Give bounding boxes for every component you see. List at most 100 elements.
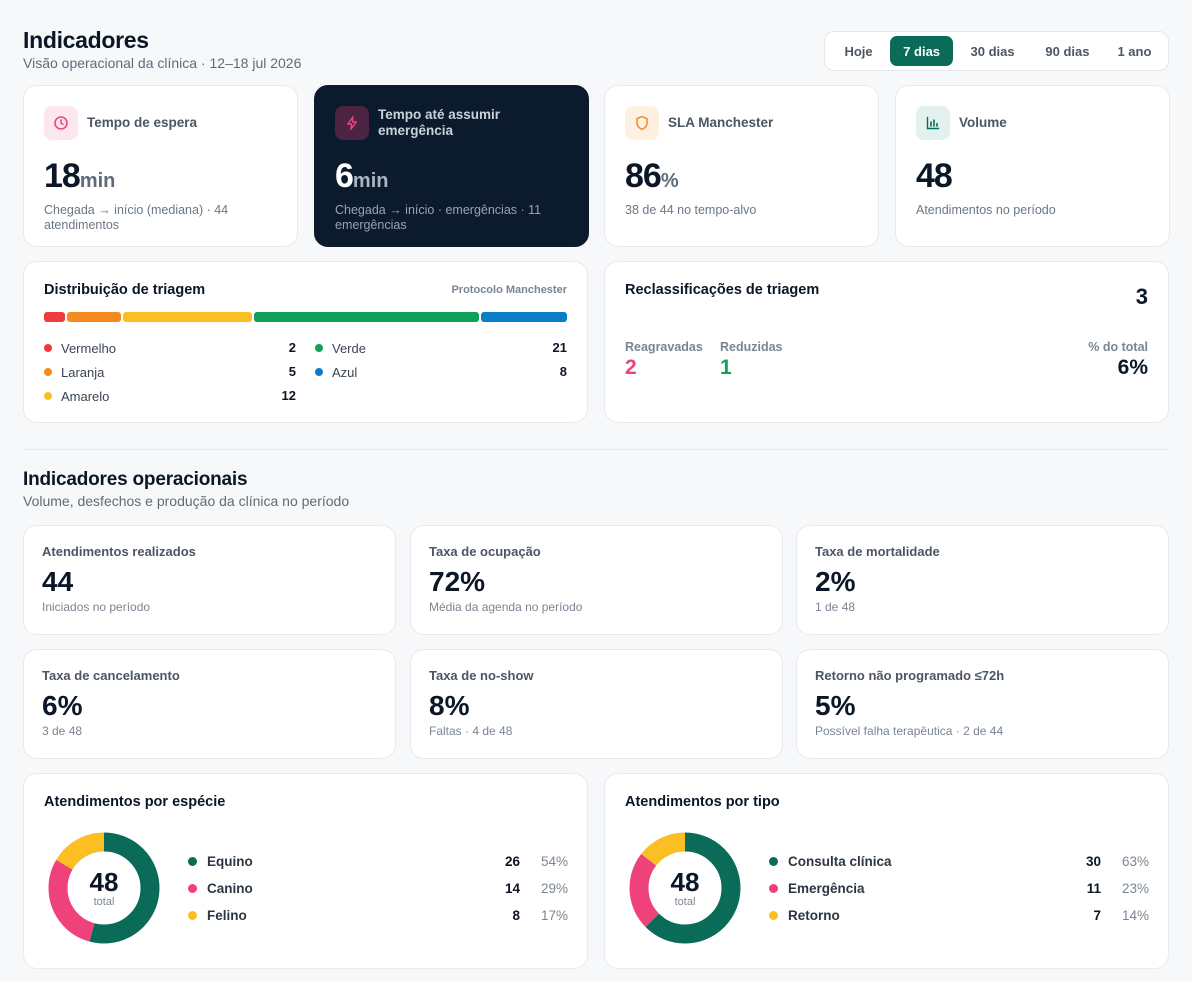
- reclass-percent: % do total 6%: [1088, 340, 1148, 380]
- triage-legend-value: 21: [552, 340, 567, 355]
- donut-legend-item: Consulta clínica 30 63%: [769, 852, 1149, 870]
- type-total: 48: [670, 867, 700, 897]
- reclassification-card: Reclassificações de triagem 3 Reagravada…: [604, 261, 1169, 423]
- species-donut-center: 48 total: [48, 832, 160, 944]
- species-total-label: total: [93, 896, 115, 908]
- donut-legend-percent: 17%: [540, 907, 568, 923]
- donut-slice: [629, 832, 741, 944]
- op-sub: Possível falha terapêutica · 2 de 44: [815, 724, 1004, 738]
- donut-legend-percent: 14%: [1121, 907, 1149, 923]
- type-donut-center: 48 total: [629, 832, 741, 944]
- donut-legend-percent: 63%: [1121, 853, 1149, 869]
- legend-dot: [44, 344, 52, 352]
- kpi-sub: Chegada → início (mediana) · 44 atendime…: [44, 203, 229, 232]
- op-card-mortality: Taxa de mortalidade 2% 1 de 48: [796, 525, 1169, 635]
- kpi-label: Volume: [959, 115, 1007, 130]
- page-subtitle: Visão operacional da clínica · 12–18 jul…: [23, 55, 302, 71]
- op-card-cancellation: Taxa de cancelamento 6% 3 de 48: [23, 649, 396, 759]
- operational-subtitle: Volume, desfechos e produção da clínica …: [23, 493, 350, 509]
- kpi-card-sla-manchester: SLA Manchester 86% 38 de 44 no tempo-alv…: [604, 85, 879, 247]
- shield-icon: [625, 106, 659, 140]
- range-30-days-button[interactable]: 30 dias: [970, 43, 1015, 59]
- operational-title: Indicadores operacionais: [23, 469, 248, 490]
- kpi-label: Tempo até assumir emergência: [378, 107, 501, 138]
- kpi-sub: Chegada → início · emergências · 11 emer…: [335, 203, 542, 232]
- donut-legend-label: Retorno: [788, 907, 840, 923]
- triage-legend-label: Laranja: [61, 364, 105, 380]
- type-total-label: total: [674, 896, 696, 908]
- range-7-days-button[interactable]: 7 dias: [890, 36, 954, 66]
- lightning-icon: [335, 106, 369, 140]
- legend-dot: [188, 883, 197, 893]
- donut-legend-count: 8: [512, 907, 520, 923]
- kpi-sub: Atendimentos no período: [916, 203, 1056, 217]
- range-today-button[interactable]: Hoje: [844, 43, 873, 59]
- donut-legend-count: 11: [1086, 880, 1101, 896]
- triage-distribution-card: Distribuição de triagem Protocolo Manche…: [23, 261, 588, 423]
- triage-stacked-bar: [44, 312, 567, 322]
- triage-legend-item: Amarelo: [44, 388, 109, 404]
- reclass-worsened-value: 2: [625, 356, 637, 379]
- legend-dot: [769, 910, 778, 920]
- donut-legend-item: Canino 14 29%: [188, 879, 568, 897]
- donut-slice: [629, 832, 741, 944]
- triage-bar-segment: [253, 312, 480, 322]
- type-title: Atendimentos por tipo: [625, 794, 780, 810]
- op-sub: Faltas · 4 de 48: [429, 724, 513, 738]
- donut-legend-label: Felino: [207, 907, 247, 923]
- type-donut-card: Atendimentos por tipo 48 total Consulta …: [604, 773, 1169, 969]
- reclass-worsened: Reagravadas 2: [625, 340, 703, 380]
- donut-legend-count: 30: [1085, 853, 1101, 869]
- page-header: Indicadores Visão operacional da clínica…: [23, 26, 301, 72]
- op-card-attendances: Atendimentos realizados 44 Iniciados no …: [23, 525, 396, 635]
- triage-legend-value: 5: [288, 364, 296, 379]
- op-sub: 1 de 48: [815, 600, 856, 614]
- species-donut-chart: [48, 832, 160, 944]
- op-label: Retorno não programado ≤72h: [815, 668, 1005, 683]
- kpi-value: 18min: [44, 157, 116, 195]
- range-1-year-button[interactable]: 1 ano: [1117, 43, 1152, 59]
- triage-legend-label: Azul: [332, 364, 358, 380]
- kpi-value: 86%: [625, 157, 679, 195]
- range-90-days-button[interactable]: 90 dias: [1045, 43, 1090, 59]
- op-label: Taxa de mortalidade: [815, 544, 940, 559]
- op-value: 5%: [815, 690, 856, 721]
- donut-legend-item: Equino 26 54%: [188, 852, 568, 870]
- legend-dot: [315, 344, 323, 352]
- donut-legend-percent: 23%: [1121, 880, 1149, 896]
- triage-protocol: Protocolo Manchester: [451, 284, 567, 296]
- donut-legend-item: Felino 8 17%: [188, 906, 568, 924]
- triage-legend-value: 12: [281, 388, 296, 403]
- clock-icon: [44, 106, 78, 140]
- donut-legend-percent: 54%: [540, 853, 568, 869]
- legend-dot: [769, 856, 778, 866]
- legend-dot: [315, 368, 323, 376]
- triage-legend-label: Amarelo: [61, 388, 110, 404]
- op-label: Taxa de cancelamento: [42, 668, 180, 683]
- donut-slice: [48, 832, 160, 944]
- triage-legend-label: Verde: [332, 340, 366, 356]
- bar-chart-icon: [916, 106, 950, 140]
- legend-dot: [44, 368, 52, 376]
- legend-dot: [188, 856, 197, 866]
- kpi-label: SLA Manchester: [668, 115, 774, 130]
- op-sub: 3 de 48: [42, 724, 83, 738]
- triage-title: Distribuição de triagem: [44, 282, 206, 298]
- kpi-card-volume: Volume 48 Atendimentos no período: [895, 85, 1170, 247]
- reclass-reduced: Reduzidas 1: [720, 340, 783, 380]
- donut-legend-item: Emergência 11 23%: [769, 879, 1149, 897]
- type-donut-chart: [629, 832, 741, 944]
- kpi-value: 48: [916, 157, 953, 195]
- triage-bar-segment: [481, 312, 567, 322]
- kpi-sub: 38 de 44 no tempo-alvo: [625, 203, 757, 217]
- donut-legend-count: 26: [504, 853, 520, 869]
- donut-legend-count: 14: [504, 880, 520, 896]
- donut-legend-item: Retorno 7 14%: [769, 906, 1149, 924]
- species-total: 48: [89, 867, 119, 897]
- reclass-percent-value: 6%: [1117, 356, 1148, 379]
- op-card-no-show: Taxa de no-show 8% Faltas · 4 de 48: [410, 649, 783, 759]
- donut-legend-count: 7: [1093, 907, 1101, 923]
- op-value: 8%: [429, 690, 470, 721]
- kpi-card-emergency-time: Tempo até assumir emergência 6min Chegad…: [314, 85, 589, 247]
- op-sub: Média da agenda no período: [429, 600, 583, 614]
